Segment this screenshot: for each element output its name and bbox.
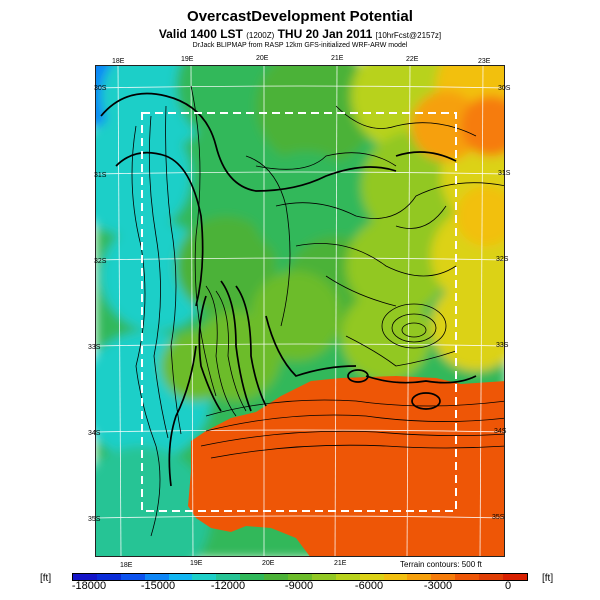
field-blob — [176, 216, 276, 316]
valid-date: THU 20 Jan 2011 — [277, 27, 373, 41]
colorbar-tick-label: -3000 — [423, 580, 453, 592]
colorbar-tick-label: -18000 — [71, 580, 107, 592]
lon-label-bottom: 19E — [190, 560, 203, 567]
lon-label-bottom: 21E — [334, 560, 347, 567]
lon-label-top: 20E — [256, 55, 269, 62]
field-blob — [161, 331, 231, 401]
colorbar-swatch — [479, 574, 504, 580]
colorbar-swatch — [455, 574, 480, 580]
lat-label-right: 30S — [498, 85, 511, 92]
colorbar — [72, 573, 528, 581]
valid-model: [10hrFcst@2157z] — [375, 31, 442, 40]
colorbar-tick-label: -9000 — [284, 580, 314, 592]
lon-label-bottom: 20E — [262, 560, 275, 567]
colorbar-swatch — [383, 574, 408, 580]
lat-label-left: 33S — [88, 344, 101, 351]
lon-label-top: 21E — [331, 55, 344, 62]
colorbar-swatch — [168, 574, 193, 580]
lat-label-left: 32S — [94, 258, 107, 265]
colorbar-swatch — [192, 574, 217, 580]
thick-contours — [100, 92, 477, 487]
lon-label-bottom: 18E — [120, 562, 133, 569]
lat-label-left: 34S — [88, 430, 101, 437]
field-blob — [251, 271, 341, 361]
terrain-note: Terrain contours: 500 ft — [400, 560, 482, 569]
forecast-map — [95, 65, 505, 557]
credit-line: DrJack BLIPMAP from RASP 12km GFS-initia… — [192, 42, 408, 49]
field-blob — [96, 116, 191, 236]
colorbar-swatch — [240, 574, 265, 580]
colorbar-swatch — [264, 574, 289, 580]
lat-lon-grid — [96, 66, 504, 556]
lat-label-left: 35S — [88, 516, 101, 523]
lon-label-top: 22E — [406, 56, 419, 63]
valid-time-line: Valid 1400 LST (1200Z) THU 20 Jan 2011 [… — [0, 27, 600, 41]
lon-label-top: 19E — [181, 56, 194, 63]
valid-code: (1200Z) — [246, 31, 275, 40]
colorbar-unit-right: [ft] — [542, 573, 554, 584]
field-blob — [456, 186, 504, 246]
colorbar-swatch — [431, 574, 456, 580]
colorbar-swatch — [73, 574, 97, 580]
valid-main: Valid 1400 LST — [158, 27, 243, 41]
lon-label-top: 18E — [112, 58, 125, 65]
colorbar-swatch — [216, 574, 241, 580]
colorbar-tick-label: -12000 — [210, 580, 246, 592]
map-canvas — [96, 66, 504, 556]
lat-label-right: 32S — [496, 256, 509, 263]
colorbar-tick-label: -15000 — [140, 580, 176, 592]
field-blob — [411, 91, 481, 161]
colorbar-swatch — [96, 574, 121, 580]
lat-label-right: 33S — [496, 342, 509, 349]
terrain-contours — [131, 85, 504, 537]
field-blob — [96, 446, 211, 556]
colorbar-tick-label: 0 — [504, 580, 512, 592]
lat-label-right: 31S — [498, 170, 511, 177]
chart-title: OvercastDevelopment Potential — [187, 8, 413, 25]
field-blob — [256, 66, 376, 166]
colorbar-swatch — [120, 574, 145, 580]
colorbar-swatch — [407, 574, 432, 580]
lat-label-right: 35S — [492, 514, 505, 521]
lat-label-left: 30S — [94, 85, 107, 92]
lon-label-top: 23E — [478, 58, 491, 65]
colorbar-swatch — [288, 574, 312, 580]
colorbar-swatch — [503, 574, 527, 580]
field-blob — [431, 281, 504, 371]
field-blob — [346, 216, 446, 316]
colorbar-swatch — [335, 574, 360, 580]
colorbar-swatch — [144, 574, 169, 580]
domain-box — [141, 112, 457, 512]
lat-label-left: 31S — [94, 172, 107, 179]
colorbar-unit-left: [ft] — [40, 573, 52, 584]
colorbar-swatch — [311, 574, 336, 580]
colorbar-tick-label: -6000 — [354, 580, 384, 592]
field-blob — [251, 151, 361, 261]
colorbar-swatch — [359, 574, 384, 580]
lat-label-right: 34S — [494, 428, 507, 435]
